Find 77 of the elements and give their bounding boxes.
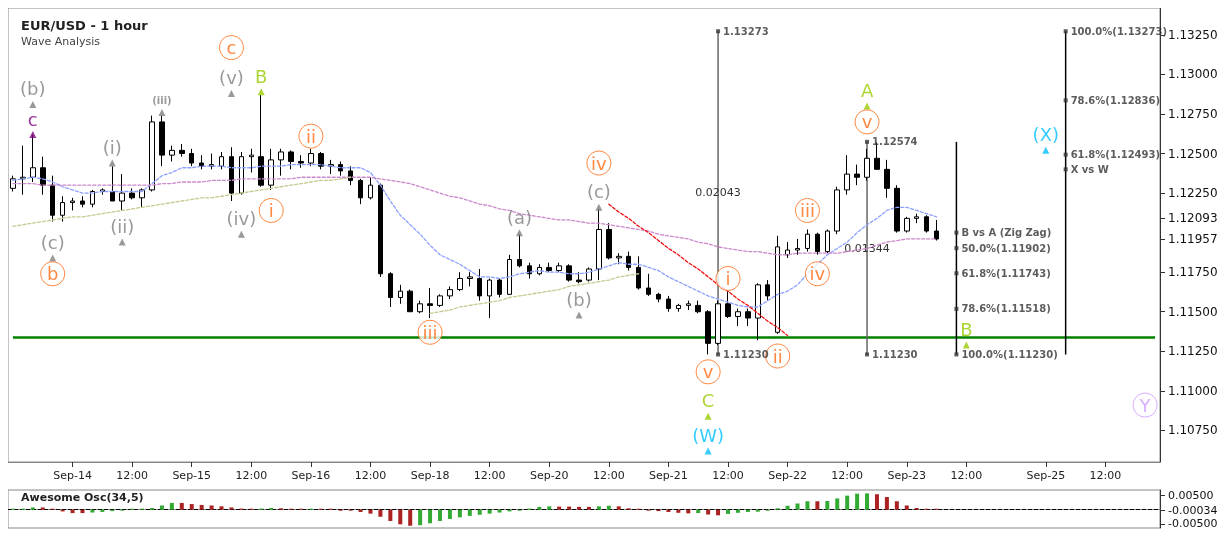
data-label: 78.6%(1.12836) (1070, 94, 1161, 106)
x-tick-label: Sep-18 (410, 469, 450, 482)
data-label: (iv) (226, 208, 257, 230)
y-tick-label: 0.00500 (1168, 489, 1214, 503)
x-tick-label: Sep-23 (887, 469, 927, 482)
x-tick-label: 12:00 (950, 469, 983, 482)
data-label: iii (422, 321, 438, 343)
data-label: c (226, 37, 237, 59)
data-label: A (860, 80, 874, 102)
data-label: (ii) (110, 216, 135, 238)
data-label: (i) (102, 137, 122, 159)
data-label: Y (1138, 394, 1152, 416)
text: EUR/USD - 1 hour (21, 18, 149, 33)
y-tick-label: 1.12500 (1168, 146, 1218, 161)
y-tick-label: 1.12750 (1168, 106, 1218, 121)
data-label: 78.6%(1.11518) (961, 303, 1051, 315)
y-tick-label: 1.11000 (1168, 383, 1218, 398)
y-tick-label: 1.11500 (1168, 304, 1218, 319)
data-label: c (27, 108, 38, 130)
data-label: (a) (506, 206, 532, 228)
x-tick-label: 12:00 (1089, 469, 1122, 482)
chart-title: Awesome Osc(34,5) (21, 491, 144, 504)
data-label: iv (591, 152, 608, 174)
data-label: i (268, 199, 274, 221)
y-tick-label: 1.11957 (1168, 232, 1218, 247)
y-tick-label: 1.13000 (1168, 67, 1218, 82)
data-label: (c) (586, 181, 611, 203)
x-tick-label: Sep-14 (53, 469, 92, 482)
data-label: (W) (692, 424, 725, 446)
data-label: iii (799, 199, 815, 221)
data-label: (v) (219, 67, 244, 89)
y-tick-label: -0.00034 (1168, 504, 1218, 518)
data-label: B (960, 318, 973, 340)
data-label: (iii) (152, 95, 172, 107)
data-label: B (255, 65, 268, 87)
x-tick-label: Sep-22 (768, 469, 807, 482)
x-tick-label: 12:00 (831, 469, 864, 482)
data-label: 61.8%(1.11743) (961, 267, 1051, 279)
y-tick-label: 1.12250 (1168, 186, 1218, 201)
data-label: (b) (20, 78, 46, 100)
x-tick-label: 12:00 (592, 469, 625, 482)
data-label: 1.12574 (872, 136, 918, 148)
data-label: (X) (1032, 124, 1059, 146)
x-tick-label: 12:00 (354, 469, 387, 482)
x-tick-label: 12:00 (235, 469, 268, 482)
data-label: v (702, 361, 714, 383)
data-label: iv (809, 263, 826, 285)
data-label: b (46, 263, 59, 285)
data-label: i (725, 268, 731, 289)
y-tick-label: 1.11250 (1168, 344, 1218, 359)
data-label: C (701, 390, 715, 412)
x-tick-label: 12:00 (116, 469, 148, 482)
data-label: 1.13273 (723, 25, 769, 37)
data-label: 50.0%(1.11902) (961, 242, 1051, 254)
y-tick-label: -0.00500 (1168, 517, 1218, 531)
y-tick-label: 1.12093 (1168, 210, 1218, 225)
data-label: 61.8%(1.12493) (1070, 149, 1161, 161)
y-tick-label: 1.11750 (1168, 265, 1218, 280)
x-tick-label: Sep-25 (1026, 469, 1066, 482)
x-tick-label: Sep-16 (291, 469, 331, 482)
data-label: ii (772, 345, 783, 367)
data-label: v (861, 111, 873, 133)
data-label: B vs A (Zig Zag) (961, 227, 1052, 239)
x-tick-label: Sep-20 (529, 469, 569, 482)
y-tick-label: 1.13250 (1168, 27, 1218, 42)
x-tick-label: 12:00 (712, 469, 744, 482)
x-tick-label: 12:00 (473, 469, 506, 482)
data-label: 1.11230 (872, 348, 918, 360)
data-label: ii (305, 125, 316, 147)
y-tick-label: 1.10750 (1168, 423, 1218, 438)
x-tick-label: Sep-21 (649, 469, 688, 482)
text: Wave Analysis (21, 35, 101, 48)
data-label: 100.0%(1.11230) (961, 348, 1058, 360)
data-label: (c) (40, 231, 65, 253)
x-tick-label: Sep-15 (172, 469, 212, 482)
data-label: (b) (566, 288, 592, 310)
data-label: X vs W (1070, 163, 1109, 175)
